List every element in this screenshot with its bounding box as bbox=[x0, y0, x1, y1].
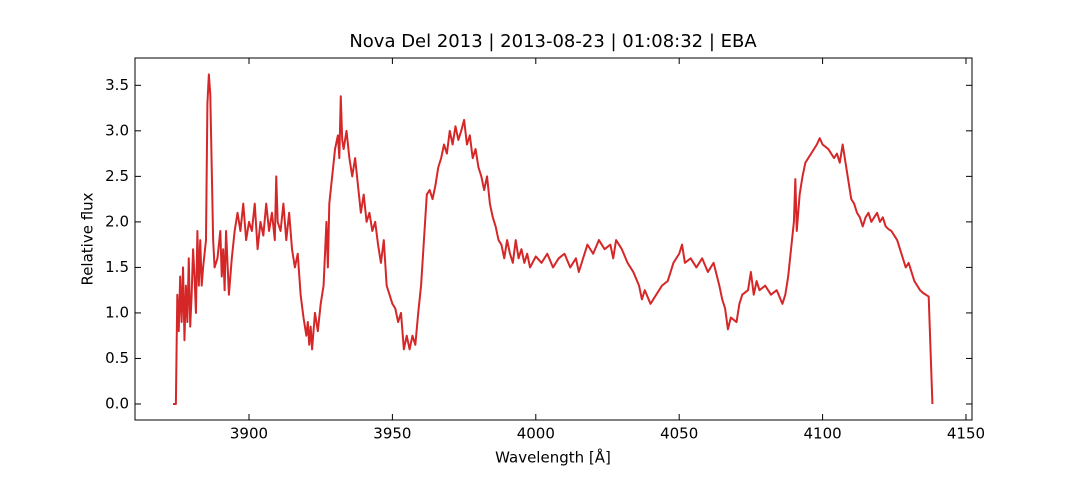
spectrum-line bbox=[173, 73, 934, 405]
x-axis-label: Wavelength [Å] bbox=[495, 448, 611, 467]
y-tick-label: 0.5 bbox=[105, 349, 129, 367]
y-tick-label: 2.5 bbox=[105, 167, 129, 185]
y-tick-label: 3.0 bbox=[105, 121, 129, 139]
y-tick-label: 1.0 bbox=[105, 303, 129, 321]
x-tick-label: 4150 bbox=[947, 425, 985, 443]
y-tick-label: 3.5 bbox=[105, 76, 129, 94]
y-axis-label: Relative flux bbox=[79, 192, 97, 285]
chart-title: Nova Del 2013 | 2013-08-23 | 01:08:32 | … bbox=[349, 31, 757, 52]
x-tick-label: 4050 bbox=[660, 425, 698, 443]
y-tick-label: 1.5 bbox=[105, 258, 129, 276]
x-tick-label: 4100 bbox=[803, 425, 841, 443]
x-tick-label: 3900 bbox=[230, 425, 268, 443]
x-tick-label: 3950 bbox=[373, 425, 411, 443]
y-tick-label: 2.0 bbox=[105, 212, 129, 230]
x-tick-label: 4000 bbox=[517, 425, 555, 443]
plot-frame bbox=[134, 57, 973, 421]
y-tick-label: 0.0 bbox=[105, 394, 129, 412]
